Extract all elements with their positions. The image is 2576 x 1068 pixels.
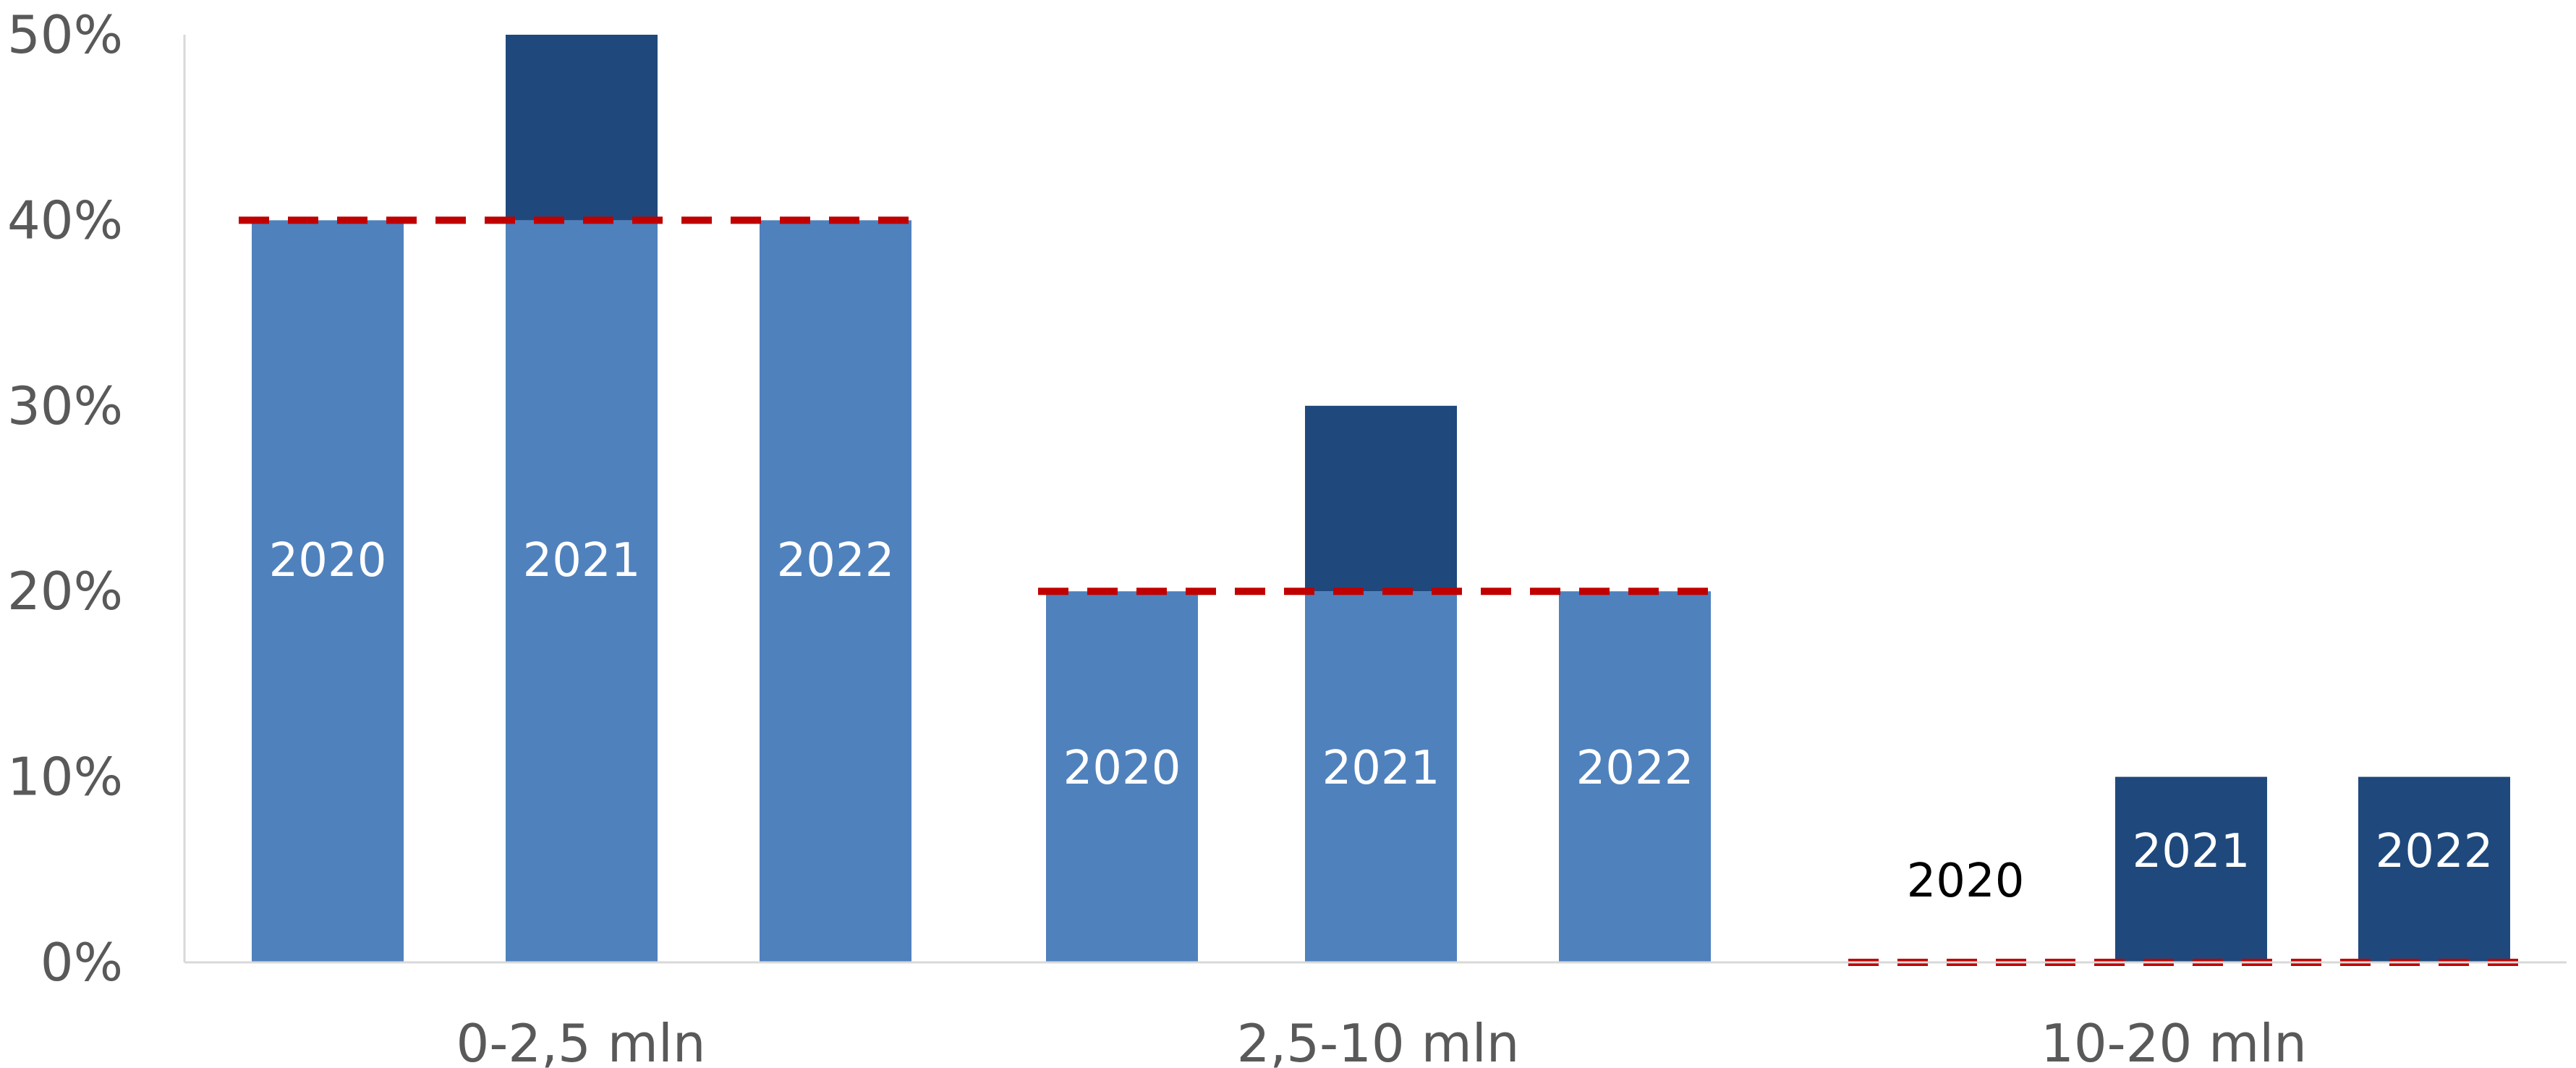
bar-base [1305,591,1457,962]
bar-data-label: 2020 [1907,855,2025,908]
bar-increment [1305,405,1457,592]
x-category-label: 0-2,5 mln [456,1013,706,1068]
bar-base [506,220,658,962]
bar-data-label: 2021 [523,534,641,588]
x-axis: 0-2,5 mln 2,5-10 mln 10-20 mln [184,961,2567,1068]
y-tick-label: 30% [7,376,123,436]
y-tick-label: 50% [7,4,123,65]
bar-increment [2115,776,2267,962]
y-tick-label: 20% [7,561,123,622]
y-tick-label: 10% [7,747,123,808]
bar-data-label: 2020 [1063,742,1181,795]
bar-increment [506,35,658,221]
y-tick-label: 0% [41,932,123,993]
bar-labels: 2020 2021 2022 2020 2021 2022 2020 2021 2022 [269,534,2494,908]
bar-base [252,220,404,962]
x-category-label: 10-20 mln [2041,1013,2307,1068]
bar-data-label: 2021 [1322,742,1440,795]
bar-data-label: 2022 [777,534,895,588]
x-category-label: 2,5-10 mln [1237,1013,1520,1068]
y-tick-label: 40% [7,190,123,250]
bar-series [252,35,2510,962]
bar-base [760,220,911,962]
bar-data-label: 2022 [2376,825,2494,878]
y-axis: 0% 10% 20% 30% 40% 50% [7,4,186,993]
bar-increment [2358,776,2510,962]
bar-data-label: 2020 [269,534,387,588]
bar-base [1046,591,1198,962]
bar-data-label: 2022 [1576,742,1694,795]
bar-base [1559,591,1711,962]
bar-data-label: 2021 [2133,825,2250,878]
